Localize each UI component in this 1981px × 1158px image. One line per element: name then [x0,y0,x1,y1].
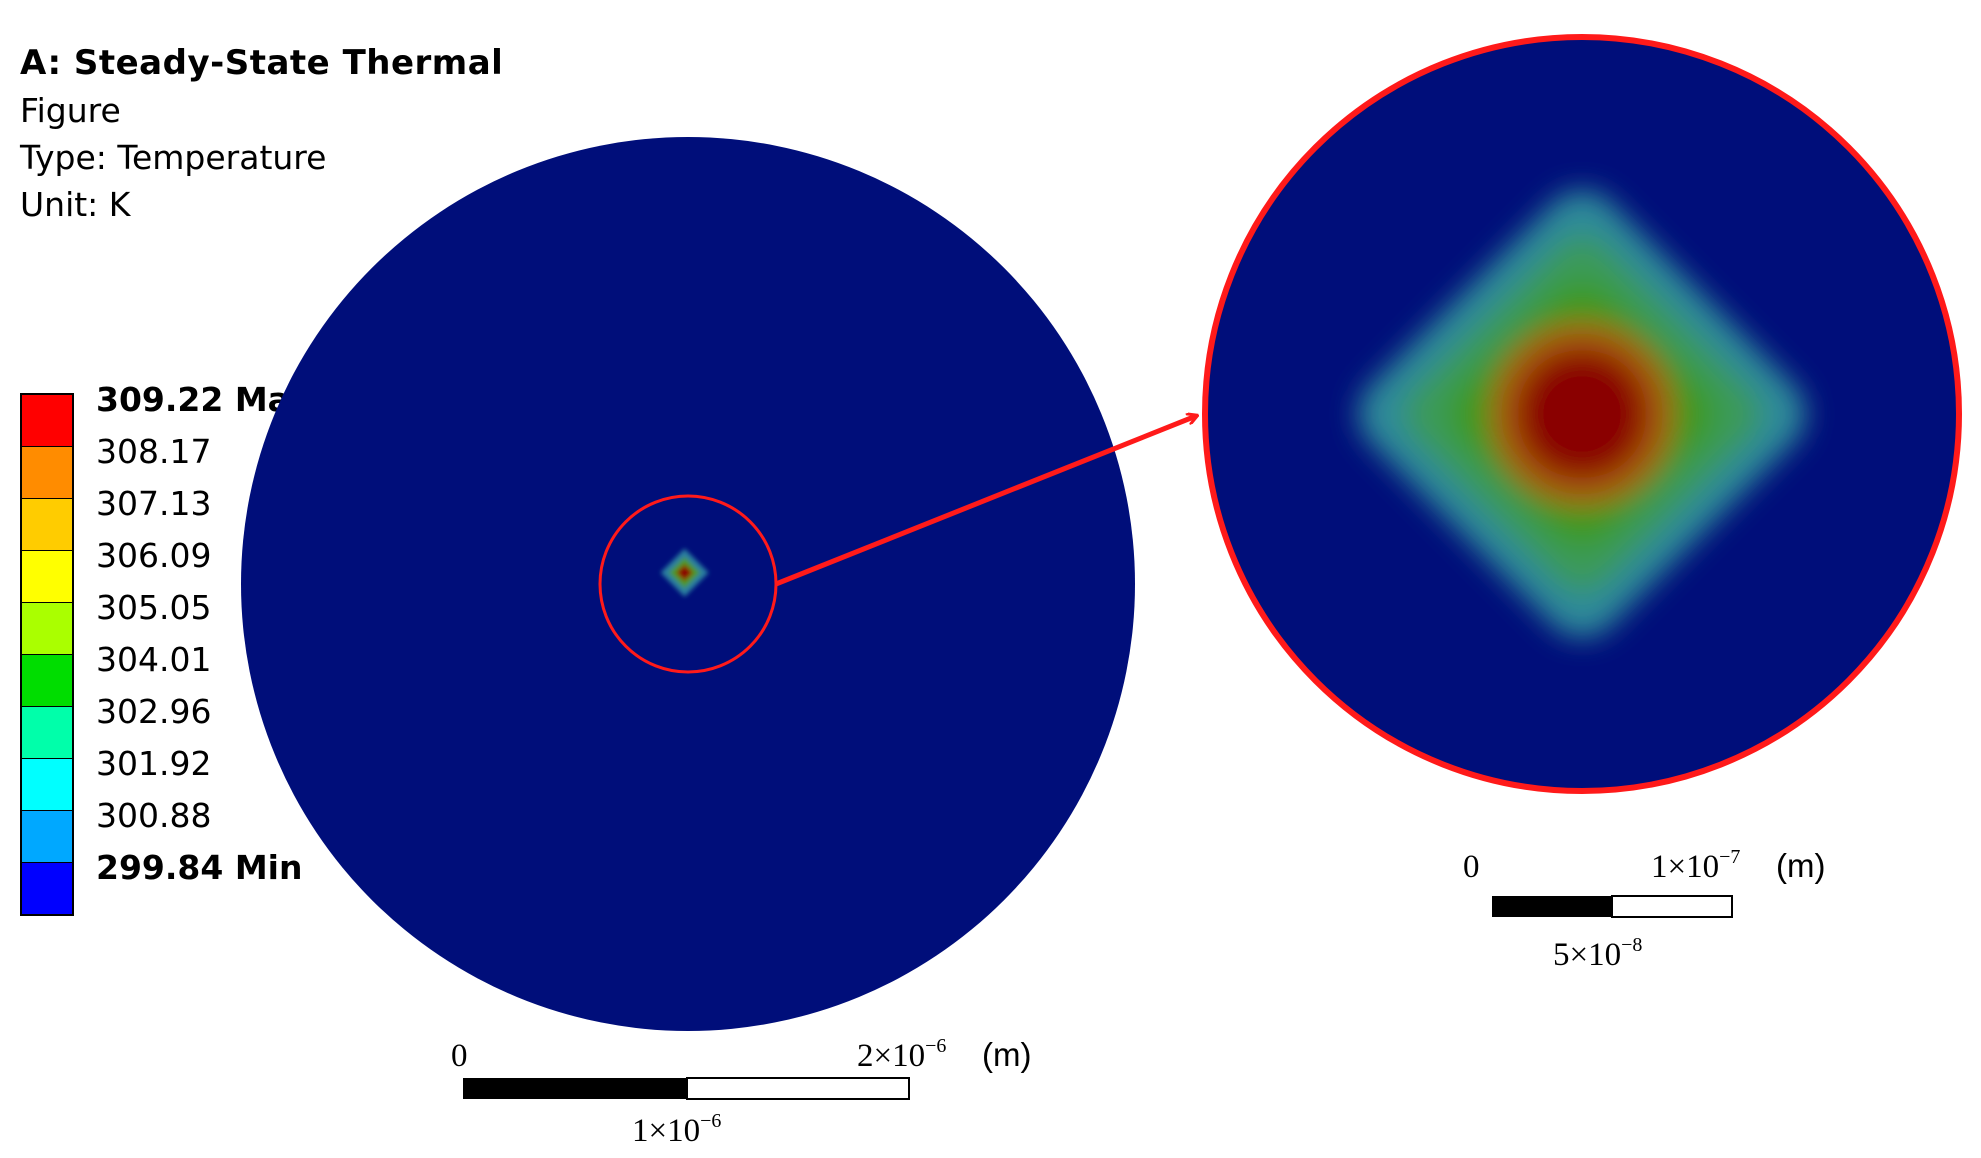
legend-value: 307.13 [96,484,212,523]
type-label: Type: Temperature [20,138,327,177]
zoom-scale-unit: (m) [1776,847,1825,884]
zoom-view [1205,37,1959,791]
analysis-title: A: Steady-State Thermal [20,43,504,83]
legend-value: 299.84 Min [96,848,303,887]
legend-value: 308.17 [96,432,212,471]
header-block: A: Steady-State Thermal Figure Type: Tem… [20,40,503,228]
legend-swatch [22,759,72,811]
legend-swatch [22,863,72,914]
legend-swatch [22,707,72,759]
zoom-scale-end: 1×10−7 [1651,846,1740,885]
legend-swatch [22,551,72,603]
zoom-border [1202,34,1962,794]
legend-value: 306.09 [96,536,212,575]
legend-value: 305.05 [96,588,212,627]
legend-value: 301.92 [96,744,212,783]
main-scale-bar: 0 2×10−6 (m) 1×10−6 [451,1035,1031,1149]
main-scale-unit: (m) [982,1036,1031,1073]
zoom-scale-bar: 0 1×10−7 (m) 5×10−8 [1463,846,1825,973]
legend-swatch [22,811,72,863]
color-legend-labels: 309.22 Max 308.17 307.13 306.09 305.05 304.01… [96,374,311,894]
figure-label: Figure [20,91,121,130]
legend-swatch [22,395,72,447]
zoom-scale-zero: 0 [1463,849,1480,885]
color-legend-bar [20,393,74,916]
zoom-arrow [775,416,1196,587]
legend-swatch [22,603,72,655]
main-scale-mid: 1×10−6 [632,1110,721,1149]
main-scale-zero: 0 [451,1038,468,1074]
legend-swatch [22,447,72,499]
legend-swatch [22,499,72,551]
zoom-scale-mid: 5×10−8 [1553,934,1642,973]
main-scale-end: 2×10−6 [857,1035,946,1074]
legend-value: 300.88 [96,796,212,835]
legend-swatch [22,655,72,707]
unit-label: Unit: K [20,185,131,224]
hot-spot-small [660,548,709,597]
legend-value: 304.01 [96,640,212,679]
legend-value: 302.96 [96,692,212,731]
